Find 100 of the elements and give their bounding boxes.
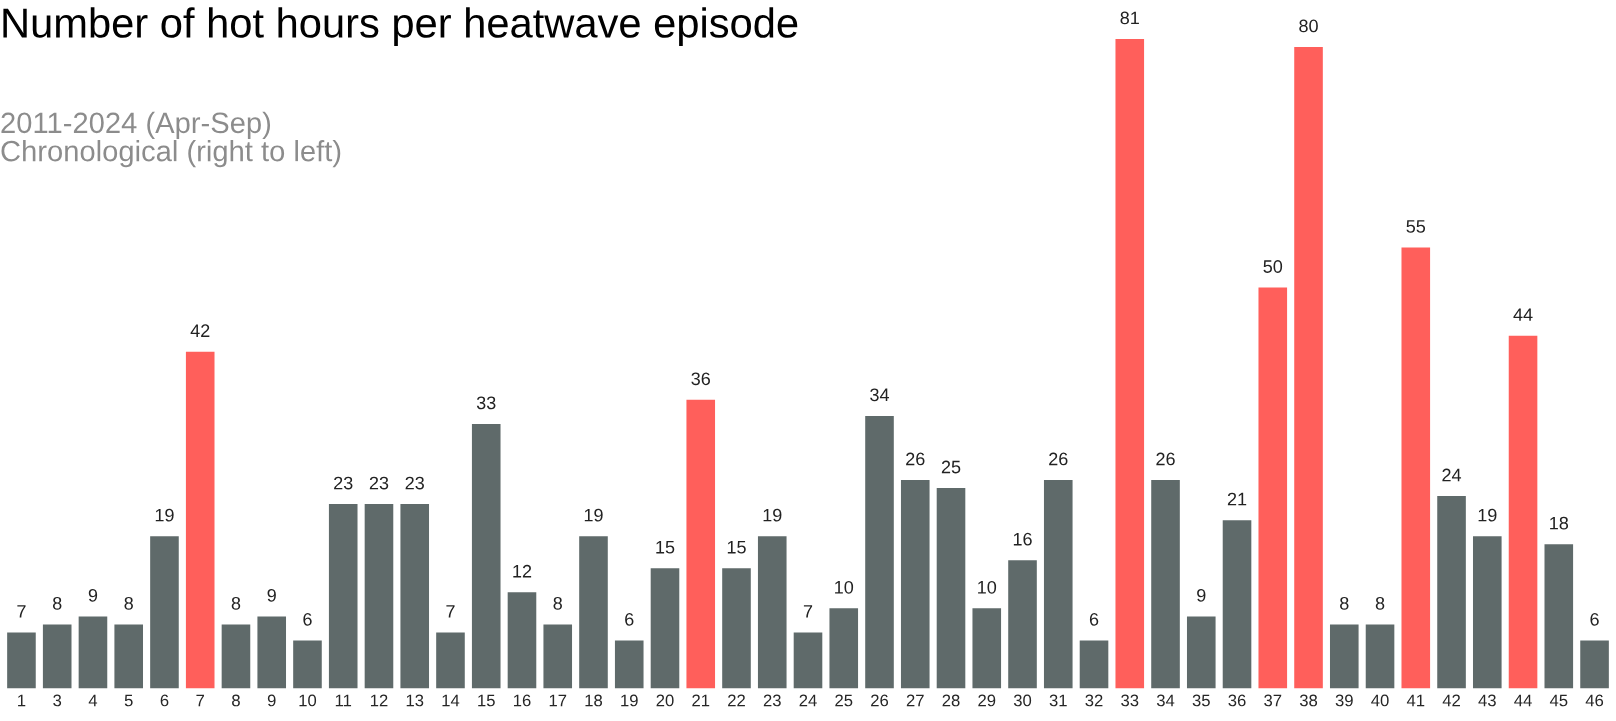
x-tick-label: 39 <box>1335 694 1353 707</box>
bar <box>1258 287 1288 689</box>
bar <box>185 351 215 689</box>
data-label: 24 <box>1442 468 1462 482</box>
x-tick-label: 38 <box>1299 694 1318 707</box>
bar <box>436 632 465 689</box>
x-tick-label: 35 <box>1192 694 1210 707</box>
bar <box>793 632 823 689</box>
bar <box>1043 480 1073 689</box>
bar <box>650 568 680 689</box>
bar <box>1580 640 1609 689</box>
x-tick-label: 10 <box>299 694 317 707</box>
x-tick-label: 8 <box>232 694 240 707</box>
data-label: 6 <box>625 612 634 626</box>
data-label: 10 <box>978 580 997 594</box>
bar <box>900 480 930 689</box>
x-tick-label: 20 <box>656 694 674 707</box>
x-tick-label: 19 <box>621 694 638 707</box>
data-label: 44 <box>1513 308 1533 321</box>
bar <box>1115 38 1145 689</box>
x-tick-label: 29 <box>978 694 996 707</box>
bar <box>1186 616 1216 689</box>
bar <box>78 616 108 689</box>
x-tick-label: 17 <box>549 694 567 707</box>
bar <box>865 415 894 689</box>
bar <box>7 632 36 689</box>
x-tick-label: 30 <box>1013 694 1032 707</box>
bar <box>1365 624 1395 689</box>
x-tick-label: 25 <box>835 694 853 707</box>
data-label: 6 <box>1590 612 1599 626</box>
x-tick-label: 5 <box>124 694 133 707</box>
data-label: 8 <box>52 596 62 610</box>
bar <box>936 488 966 689</box>
bar <box>257 616 287 689</box>
bar <box>722 568 751 689</box>
bar <box>114 624 144 689</box>
bar <box>507 592 537 689</box>
data-label: 9 <box>267 588 276 602</box>
data-label: 7 <box>446 605 455 618</box>
bar <box>1151 480 1180 689</box>
x-tick-label: 46 <box>1585 694 1604 707</box>
x-tick-label: 7 <box>196 694 205 707</box>
data-label: 42 <box>190 324 210 337</box>
x-tick-label: 12 <box>370 694 388 707</box>
x-tick-label: 37 <box>1264 694 1282 707</box>
bar <box>150 536 179 689</box>
bar <box>1079 640 1109 689</box>
bar <box>1437 496 1466 689</box>
data-label: 9 <box>1197 588 1206 602</box>
data-label: 8 <box>124 596 133 610</box>
x-tick-label: 15 <box>478 694 495 707</box>
bar <box>1508 335 1538 689</box>
chart-title: Number of hot hours per heatwave episode <box>3 7 798 47</box>
data-label: 23 <box>369 476 389 490</box>
data-label: 25 <box>941 460 961 474</box>
x-tick-label: 44 <box>1514 694 1532 707</box>
x-tick-label: 31 <box>1049 694 1067 707</box>
x-tick-label: 32 <box>1085 694 1103 707</box>
data-label: 23 <box>405 476 424 490</box>
data-label: 19 <box>763 508 782 522</box>
data-label: 26 <box>906 452 925 466</box>
bar <box>1329 624 1359 689</box>
x-tick-label: 45 <box>1549 694 1568 707</box>
data-label: 19 <box>584 508 603 522</box>
data-label: 12 <box>513 564 532 578</box>
data-label: 8 <box>1340 596 1349 610</box>
x-tick-label: 4 <box>88 694 98 707</box>
bar <box>364 504 394 689</box>
bar <box>972 608 1002 689</box>
data-label: 7 <box>17 605 26 618</box>
x-tick-label: 11 <box>335 694 352 707</box>
x-tick-label: 28 <box>942 694 960 707</box>
data-label: 6 <box>303 612 312 626</box>
text: 2011-2024 (Apr-Sep) Chronological (right to left) <box>1 111 341 168</box>
x-tick-label: 21 <box>692 694 710 707</box>
x-tick-label: 41 <box>1406 694 1425 707</box>
data-label: 21 <box>1227 492 1247 506</box>
data-label: 7 <box>803 605 813 618</box>
x-tick-label: 22 <box>728 694 745 707</box>
bar <box>1222 520 1252 689</box>
data-label: 6 <box>1089 612 1099 626</box>
data-label: 15 <box>727 540 746 554</box>
x-tick-label: 34 <box>1156 694 1175 707</box>
data-label: 15 <box>656 540 675 554</box>
data-label: 26 <box>1156 452 1175 466</box>
x-tick-label: 43 <box>1478 694 1496 707</box>
x-tick-label: 24 <box>799 694 817 707</box>
data-label: 9 <box>88 588 98 602</box>
data-label: 33 <box>476 396 496 410</box>
x-tick-label: 6 <box>160 694 169 707</box>
bar <box>1008 560 1037 689</box>
x-tick-label: 36 <box>1228 694 1246 707</box>
data-label: 34 <box>870 388 890 402</box>
x-tick-label: 18 <box>585 694 603 707</box>
data-label: 16 <box>1013 532 1032 546</box>
bar <box>614 640 644 689</box>
data-label: 81 <box>1120 11 1139 25</box>
x-tick-label: 3 <box>53 694 62 707</box>
x-tick-label: 33 <box>1121 694 1139 707</box>
data-label: 8 <box>553 596 562 610</box>
